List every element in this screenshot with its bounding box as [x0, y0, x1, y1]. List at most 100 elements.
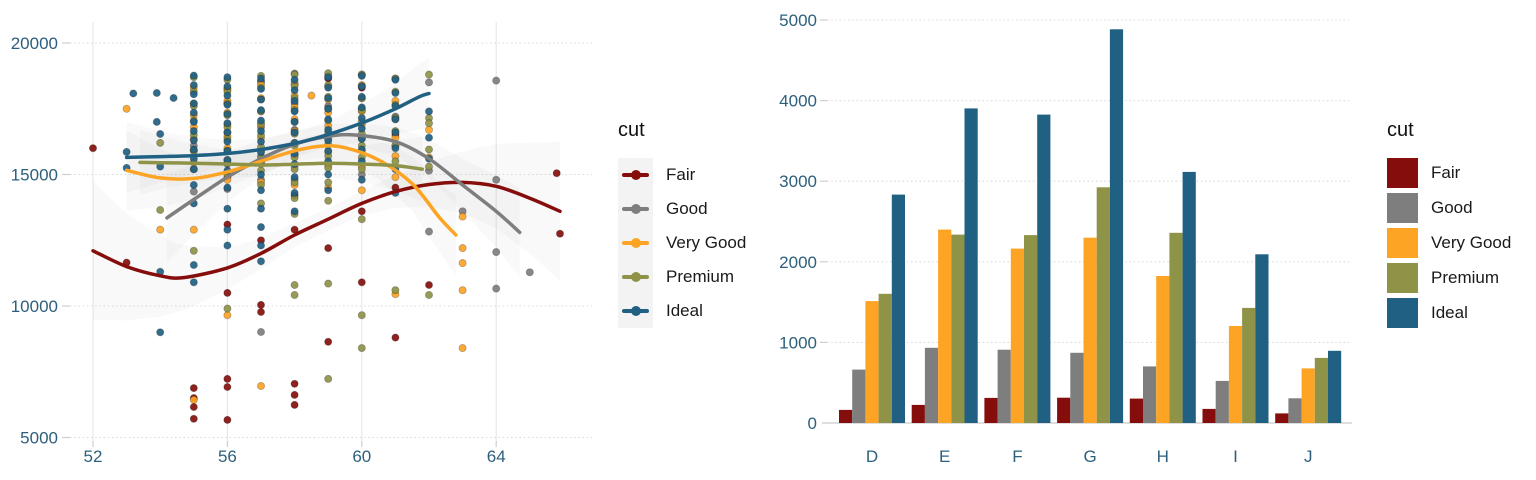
- scatter-point: [223, 91, 232, 100]
- scatter-point: [290, 290, 299, 300]
- scatter-point: [256, 257, 266, 266]
- bar: [997, 349, 1011, 423]
- y-axis-label: 3000: [779, 172, 817, 191]
- bar: [1057, 397, 1071, 423]
- scatter-point: [391, 286, 400, 295]
- scatter-point: [223, 374, 232, 383]
- scatter-point: [256, 327, 266, 337]
- legend-item-fair: Fair: [1387, 158, 1511, 188]
- legend-point-icon: [630, 272, 641, 282]
- bar: [984, 397, 998, 423]
- scatter-point: [223, 204, 232, 213]
- scatter-point: [189, 81, 198, 90]
- bar: [951, 234, 965, 423]
- scatter-point: [424, 145, 434, 154]
- scatter-point: [324, 244, 333, 253]
- scatter-point: [357, 186, 366, 195]
- bar: [1169, 232, 1183, 423]
- bar: [1275, 413, 1289, 423]
- scatter-point: [156, 225, 165, 234]
- bar: [938, 229, 952, 423]
- scatter-point: [552, 169, 561, 178]
- scatter-point: [256, 106, 266, 115]
- legend-key-premium-icon: [618, 260, 653, 294]
- legend-label-ideal: Ideal: [666, 301, 703, 320]
- legend-item-very-good: Very Good: [618, 226, 746, 260]
- bar: [865, 301, 879, 423]
- scatter-point: [223, 128, 232, 137]
- left-scatter-plot: 5000 10000 15000 20000 52 56 60 64: [11, 22, 592, 466]
- legend-label-good: Good: [1431, 198, 1473, 217]
- scatter-point: [223, 137, 232, 146]
- scatter-point: [256, 127, 266, 136]
- x-axis-label: 64: [487, 447, 506, 466]
- scatter-point: [223, 241, 232, 250]
- legend-point-icon: [630, 204, 641, 214]
- scatter-point: [88, 144, 98, 153]
- scatter-point: [256, 381, 266, 391]
- scatter-point: [324, 186, 333, 195]
- scatter-point: [156, 205, 165, 215]
- scatter-point: [290, 390, 299, 399]
- y-axis-label: 10000: [11, 297, 58, 316]
- smooth-line-premium: [138, 160, 425, 171]
- bar: [878, 293, 892, 423]
- legend-point-icon: [630, 238, 641, 248]
- scatter-point: [424, 280, 434, 290]
- scatter-point: [357, 311, 366, 320]
- scatter-point: [424, 162, 434, 171]
- ribbon-very-good: [126, 130, 456, 276]
- scatter-point: [189, 117, 198, 126]
- bar: [1109, 29, 1124, 424]
- scatter-point: [156, 328, 165, 337]
- scatter-point: [424, 125, 434, 134]
- scatter-point: [458, 212, 467, 221]
- bar: [1096, 187, 1110, 423]
- scatter-point: [256, 137, 266, 146]
- scatter-point: [357, 207, 366, 216]
- scatter-point: [391, 75, 400, 84]
- legend-swatch-premium-icon: [1387, 263, 1418, 293]
- scatter-point: [290, 280, 299, 290]
- scatter-point: [424, 119, 434, 128]
- scatter-point: [256, 84, 266, 94]
- bar: [1024, 235, 1038, 423]
- scatter-point: [189, 414, 198, 423]
- bars-ideal: [891, 29, 1342, 424]
- scatter-point: [290, 207, 299, 216]
- left-legend-title: cut: [618, 119, 645, 141]
- scatter-point: [324, 279, 333, 288]
- bar: [1255, 254, 1269, 423]
- right-legend: cut Fair Good Very Good Premium Ideal: [1387, 118, 1511, 333]
- legend-label-ideal: Ideal: [1431, 303, 1468, 322]
- scatter-point: [324, 115, 333, 124]
- bar: [1301, 368, 1315, 423]
- scatter-point: [122, 147, 131, 156]
- scatter-point: [223, 109, 232, 119]
- scatter-point: [223, 73, 232, 82]
- x-axis-label: 60: [352, 447, 371, 466]
- bar: [1215, 380, 1229, 423]
- bar: [1228, 326, 1243, 423]
- y-axis-label: 20000: [11, 34, 58, 53]
- scatter-point: [223, 382, 232, 392]
- scatter-point: [324, 104, 333, 113]
- legend-point-icon: [630, 306, 641, 316]
- scatter-point: [189, 165, 198, 174]
- bar: [1328, 350, 1342, 423]
- scatter-point: [256, 241, 266, 250]
- scatter-point: [307, 91, 316, 100]
- scatter-point: [223, 288, 232, 297]
- x-axis-label: H: [1157, 447, 1169, 466]
- x-axis-label: J: [1304, 447, 1313, 466]
- scatter-point: [290, 107, 299, 116]
- bars-good: [852, 347, 1302, 423]
- scatter-point: [189, 145, 198, 154]
- smooth-line-good: [165, 132, 522, 235]
- right-axis-labels: 0 1000 2000 3000 4000 5000 D E F G H I J: [779, 11, 1312, 466]
- y-axis-label: 5000: [779, 11, 817, 30]
- bars-premium: [878, 187, 1328, 423]
- scatter-point: [256, 223, 266, 232]
- legend-label-very-good: Very Good: [666, 233, 747, 252]
- scatter-point: [391, 115, 400, 124]
